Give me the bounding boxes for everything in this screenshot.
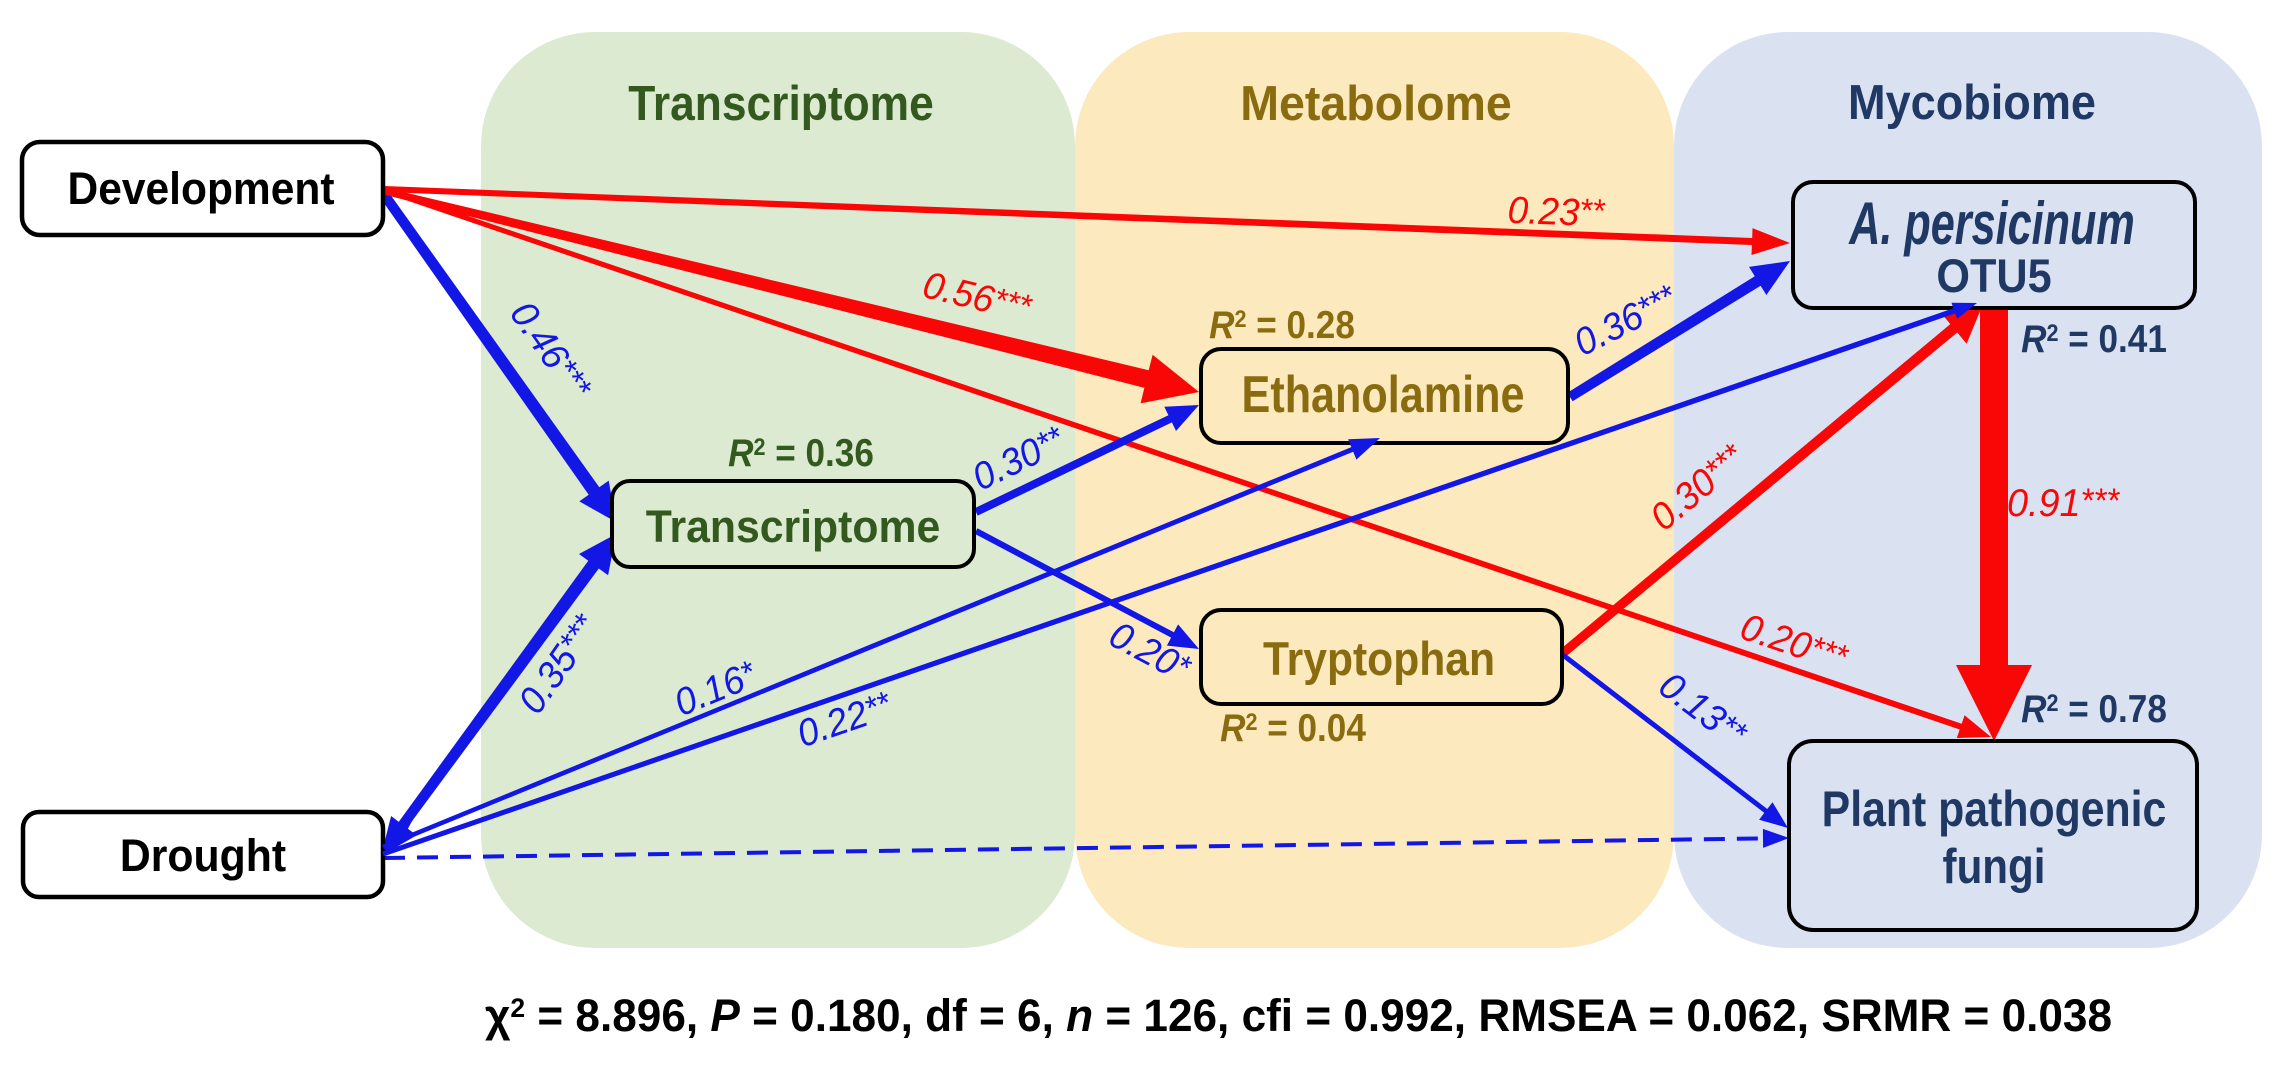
svg-text:Transcriptome: Transcriptome [628, 76, 934, 131]
svg-text:Transcriptome: Transcriptome [646, 502, 941, 552]
svg-text:Tryptophan: Tryptophan [1263, 632, 1495, 685]
svg-text:OTU5: OTU5 [1936, 249, 2051, 302]
svg-text:Plant pathogenic: Plant pathogenic [1822, 781, 2167, 837]
svg-text:R2 = 0.28: R2 = 0.28 [1209, 302, 1355, 346]
svg-text:Mycobiome: Mycobiome [1848, 74, 2096, 129]
svg-text:Development: Development [68, 164, 335, 214]
svg-text:χ2 = 8.896, P = 0.180, df = 6,: χ2 = 8.896, P = 0.180, df = 6, n = 126, … [485, 992, 2112, 1041]
svg-text:R2 = 0.41: R2 = 0.41 [2021, 316, 2167, 360]
svg-text:0.91***: 0.91*** [2007, 481, 2120, 525]
svg-text:R2 = 0.04: R2 = 0.04 [1220, 705, 1366, 749]
svg-text:R2 = 0.78: R2 = 0.78 [2021, 686, 2167, 730]
svg-text:A. persicinum: A. persicinum [1848, 191, 2135, 258]
svg-text:Drought: Drought [120, 831, 287, 881]
svg-text:R2 = 0.36: R2 = 0.36 [728, 430, 874, 474]
svg-text:fungi: fungi [1943, 839, 2046, 894]
svg-text:0.23**: 0.23** [1507, 188, 1606, 234]
svg-text:Metabolome: Metabolome [1240, 77, 1512, 131]
svg-text:Ethanolamine: Ethanolamine [1242, 366, 1525, 424]
